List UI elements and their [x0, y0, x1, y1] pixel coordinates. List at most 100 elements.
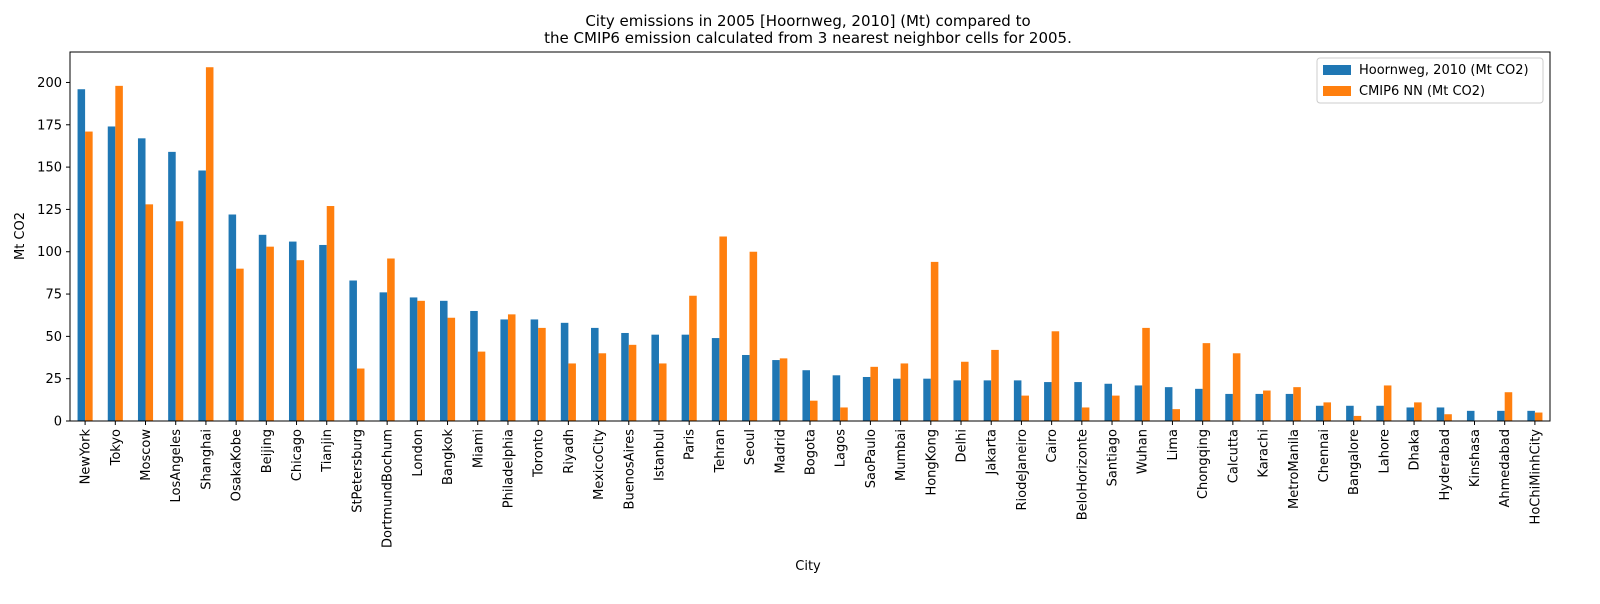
- bar-cmip6: [1202, 343, 1211, 421]
- x-tick-label: LosAngeles: [169, 429, 184, 503]
- bar-cmip6: [387, 258, 395, 421]
- x-tick-label: Santiago: [1106, 429, 1121, 486]
- bar-hoornweg: [772, 360, 780, 421]
- legend-box: [1316, 57, 1544, 104]
- bar-cmip6: [175, 221, 184, 421]
- x-tick-label: Lahore: [1377, 429, 1392, 473]
- x-tick-label: BeloHorizonte: [1075, 429, 1090, 520]
- bar-cmip6: [961, 361, 969, 421]
- x-tick-label: Cairo: [1045, 429, 1060, 463]
- bar-cmip6: [538, 327, 546, 421]
- y-tick-label: 0: [54, 415, 62, 430]
- bar-cmip6: [236, 268, 244, 421]
- y-tick-label: 75: [45, 288, 62, 303]
- bar-hoornweg: [742, 354, 750, 421]
- x-tick-label: Tokyo: [109, 429, 124, 466]
- bar-hoornweg: [1436, 407, 1445, 421]
- bar-cmip6: [779, 358, 788, 421]
- y-tick-label: 175: [37, 118, 62, 133]
- bar-cmip6: [930, 261, 939, 421]
- legend-swatch-cmip6: [1323, 86, 1351, 96]
- bar-hoornweg: [107, 126, 116, 421]
- bar-cmip6: [810, 400, 818, 421]
- bar-cmip6: [145, 204, 154, 421]
- bar-cmip6: [1172, 409, 1180, 421]
- x-tick-label: Delhi: [955, 429, 970, 462]
- bar-hoornweg: [349, 280, 357, 421]
- x-tick-label: Philadelphia: [501, 429, 516, 508]
- bar-cmip6: [1021, 395, 1029, 421]
- x-tick-label: Toronto: [532, 429, 547, 478]
- x-tick-label: StPetersburg: [350, 429, 365, 513]
- bar-hoornweg: [409, 297, 418, 421]
- bar-hoornweg: [621, 332, 629, 421]
- bar-cmip6: [1051, 331, 1060, 421]
- bar-hoornweg: [168, 151, 176, 421]
- legend-swatch-hoornweg: [1323, 65, 1351, 75]
- bar-cmip6: [1323, 402, 1332, 421]
- bar-cmip6: [900, 363, 909, 421]
- bar-hoornweg: [1195, 388, 1203, 421]
- bar-cmip6: [85, 131, 93, 421]
- bar-hoornweg: [1255, 393, 1264, 421]
- bar-cmip6: [1534, 412, 1543, 421]
- x-tick-label: Kinshasa: [1468, 429, 1483, 487]
- bar-hoornweg: [893, 378, 901, 421]
- bar-hoornweg: [1013, 380, 1022, 421]
- bar-cmip6: [658, 363, 667, 421]
- bar-hoornweg: [1074, 382, 1082, 421]
- bar-cmip6: [1383, 385, 1392, 421]
- x-tick-label: Tianjin: [320, 429, 335, 473]
- bar-cmip6: [1232, 353, 1241, 421]
- bar-hoornweg: [1104, 383, 1113, 421]
- x-tick-label: Bangalore: [1347, 429, 1362, 495]
- bar-hoornweg: [802, 370, 810, 421]
- x-tick-label: Chicago: [290, 429, 305, 481]
- x-tick-label: Hyderabad: [1438, 429, 1453, 501]
- bar-cmip6: [1414, 402, 1422, 421]
- x-tick-label: RiodeJaneiro: [1015, 429, 1030, 511]
- bar-hoornweg: [500, 319, 508, 421]
- bar-cmip6: [115, 85, 123, 421]
- bar-hoornweg: [1346, 405, 1354, 421]
- bar-cmip6: [507, 314, 516, 421]
- bar-hoornweg: [832, 375, 841, 421]
- bar-cmip6: [326, 206, 335, 421]
- bar-hoornweg: [1497, 410, 1505, 421]
- bar-hoornweg: [1044, 382, 1052, 421]
- bar-hoornweg: [591, 327, 599, 421]
- x-tick-label: Mumbai: [894, 429, 909, 481]
- bar-hoornweg: [1134, 385, 1143, 421]
- bar-hoornweg: [319, 244, 327, 421]
- y-tick-label: 25: [45, 372, 62, 387]
- y-axis-label: Mt CO2: [13, 212, 28, 260]
- bar-hoornweg: [1406, 407, 1415, 421]
- y-tick-label: 125: [37, 203, 62, 218]
- bar-cmip6: [417, 300, 425, 421]
- bar-cmip6: [477, 351, 486, 421]
- bar-cmip6: [1112, 395, 1120, 421]
- x-tick-label: Lima: [1166, 429, 1181, 460]
- x-tick-label: Karachi: [1257, 429, 1272, 478]
- bar-hoornweg: [288, 241, 297, 421]
- bar-cmip6: [1142, 327, 1150, 421]
- legend-label-cmip6: CMIP6 NN (Mt CO2): [1359, 84, 1485, 99]
- x-tick-label: Chongqing: [1196, 429, 1211, 499]
- x-tick-label: Wuhan: [1136, 429, 1151, 474]
- bar-hoornweg: [258, 234, 267, 421]
- bar-hoornweg: [77, 89, 86, 422]
- bar-cmip6: [870, 366, 878, 421]
- bar-hoornweg: [379, 292, 388, 421]
- x-tick-label: Paris: [683, 429, 698, 460]
- x-tick-label: Riyadh: [562, 429, 577, 474]
- bar-hoornweg: [711, 338, 720, 421]
- bar-hoornweg: [1225, 393, 1233, 421]
- x-tick-label: OsakaKobe: [230, 429, 245, 501]
- x-tick-label: Bogota: [804, 429, 819, 475]
- x-tick-label: MetroManila: [1287, 429, 1302, 509]
- x-tick-label: MexicoCity: [592, 429, 607, 500]
- x-tick-label: Lagos: [834, 429, 849, 467]
- x-tick-label: Seoul: [743, 429, 758, 465]
- bar-hoornweg: [1164, 387, 1173, 421]
